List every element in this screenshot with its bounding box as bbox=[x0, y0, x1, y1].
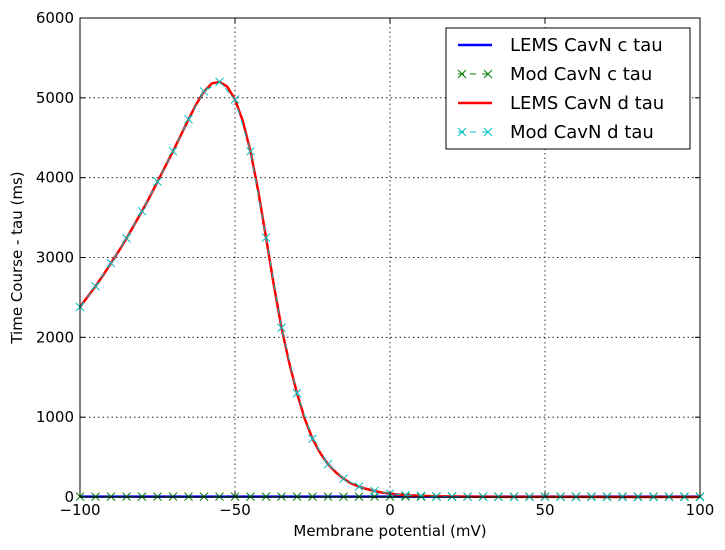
x-tick-label: 0 bbox=[385, 501, 395, 519]
legend-entry-4-label: Mod CavN d tau bbox=[510, 122, 654, 143]
series-4-point bbox=[401, 490, 410, 500]
legend: LEMS CavN c tau Mod CavN c tau LEMS CavN d… bbox=[445, 27, 691, 150]
y-tick-label: 1000 bbox=[36, 408, 74, 426]
y-tick-label: 6000 bbox=[36, 9, 74, 27]
legend-entry-2: Mod CavN c tau bbox=[457, 64, 652, 85]
series-4-point bbox=[292, 388, 302, 398]
series-4-point bbox=[230, 95, 240, 104]
series-4-point bbox=[122, 233, 131, 243]
legend-entry-2-marker bbox=[457, 69, 467, 79]
series-4-point bbox=[215, 77, 224, 87]
series-4-point bbox=[308, 434, 317, 444]
legend-entry-4-marker bbox=[457, 127, 467, 137]
axis-ticks bbox=[79, 17, 701, 498]
series-4-point bbox=[370, 486, 379, 496]
y-axis-title: Time Course - tau (ms) bbox=[8, 171, 26, 344]
x-axis-title: Membrane potential (mV) bbox=[293, 522, 486, 540]
series-4-point bbox=[354, 482, 364, 491]
series-4-line bbox=[79, 81, 700, 498]
x-tick-label: −50 bbox=[219, 501, 251, 519]
series-4-point bbox=[168, 146, 178, 156]
series-4-point bbox=[416, 491, 426, 501]
x-tick-label: 50 bbox=[535, 501, 554, 519]
x-tick-label: −100 bbox=[59, 501, 100, 519]
legend-entry-4-marker bbox=[483, 127, 493, 137]
y-tick-label: 0 bbox=[64, 488, 74, 506]
series-4-point bbox=[323, 459, 333, 469]
legend-entry-3: LEMS CavN d tau bbox=[458, 93, 664, 114]
legend-entry-1: LEMS CavN c tau bbox=[458, 35, 663, 56]
series-4-point bbox=[246, 146, 255, 156]
series-4-point bbox=[184, 115, 193, 124]
legend-entry-1-label: LEMS CavN c tau bbox=[510, 35, 663, 56]
y-tick-label: 3000 bbox=[36, 249, 74, 267]
y-tick-label: 2000 bbox=[36, 328, 74, 346]
series-4-point bbox=[277, 323, 286, 333]
series-4-point bbox=[339, 474, 348, 483]
legend-entry-2-marker bbox=[483, 69, 493, 79]
series-4-point bbox=[199, 87, 209, 96]
legend-box bbox=[445, 27, 691, 150]
series-4-point bbox=[91, 281, 100, 291]
x-tick-label: 100 bbox=[686, 501, 715, 519]
y-tick-label: 4000 bbox=[36, 169, 74, 187]
series-4-point bbox=[432, 491, 441, 501]
y-tick-label: 5000 bbox=[36, 89, 74, 107]
series-4-point bbox=[106, 258, 116, 268]
series-4-point bbox=[153, 177, 162, 187]
series-4-point bbox=[137, 206, 147, 216]
legend-entry-2-label: Mod CavN c tau bbox=[510, 64, 652, 85]
series-4-point bbox=[261, 233, 271, 242]
legend-entry-3-label: LEMS CavN d tau bbox=[510, 93, 664, 114]
legend-entry-4: Mod CavN d tau bbox=[457, 122, 654, 143]
